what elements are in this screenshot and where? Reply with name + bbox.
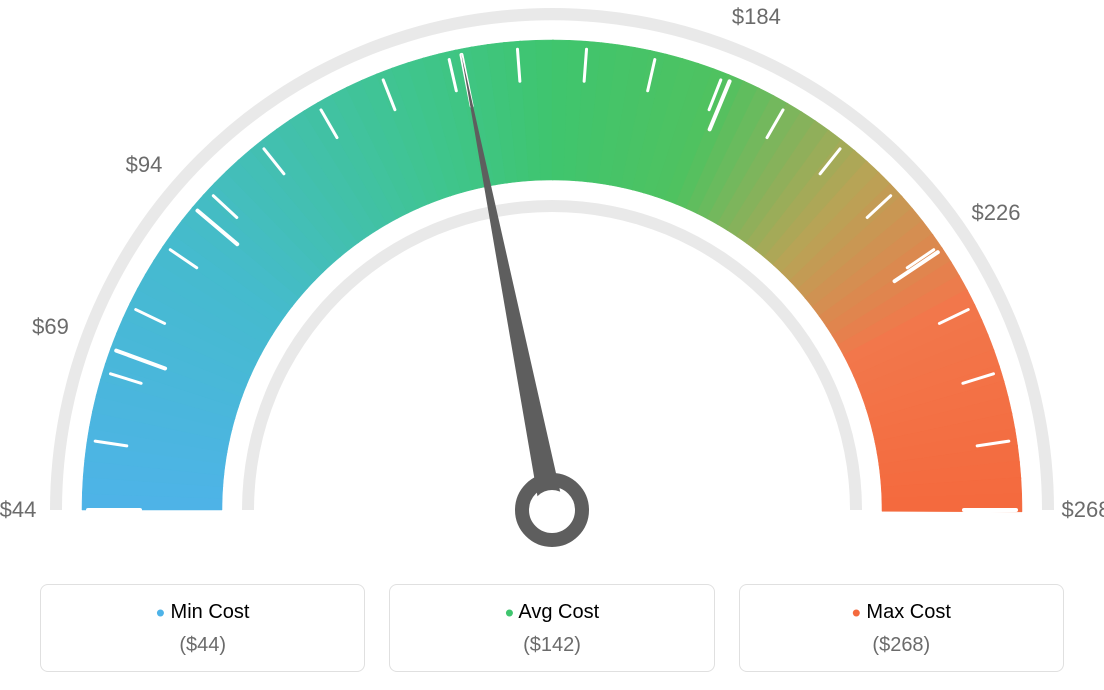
gauge-tick-label: $184 — [732, 4, 781, 30]
legend-row: • Min Cost ($44) • Avg Cost ($142) • Max… — [40, 584, 1064, 672]
gauge-tick-label: $226 — [972, 200, 1021, 226]
legend-card-min: • Min Cost ($44) — [40, 584, 365, 672]
dot-icon: • — [852, 598, 861, 628]
legend-label-max: Max Cost — [866, 601, 950, 623]
legend-title-max: • Max Cost — [740, 601, 1063, 624]
cost-gauge: $44$69$94$142$184$226$268 — [0, 0, 1104, 560]
gauge-tick-label: $44 — [0, 497, 36, 523]
dot-icon: • — [505, 598, 514, 628]
legend-value-avg: ($142) — [390, 634, 713, 657]
legend-label-avg: Avg Cost — [518, 601, 599, 623]
dot-icon: • — [156, 598, 165, 628]
legend-title-min: • Min Cost — [41, 601, 364, 624]
gauge-tick-label: $69 — [32, 314, 69, 340]
legend-card-max: • Max Cost ($268) — [739, 584, 1064, 672]
legend-value-min: ($44) — [41, 634, 364, 657]
gauge-tick-label: $94 — [126, 152, 163, 178]
gauge-tick-label: $268 — [1062, 497, 1104, 523]
legend-value-max: ($268) — [740, 634, 1063, 657]
legend-label-min: Min Cost — [171, 601, 250, 623]
gauge-svg — [0, 0, 1104, 560]
legend-title-avg: • Avg Cost — [390, 601, 713, 624]
legend-card-avg: • Avg Cost ($142) — [389, 584, 714, 672]
